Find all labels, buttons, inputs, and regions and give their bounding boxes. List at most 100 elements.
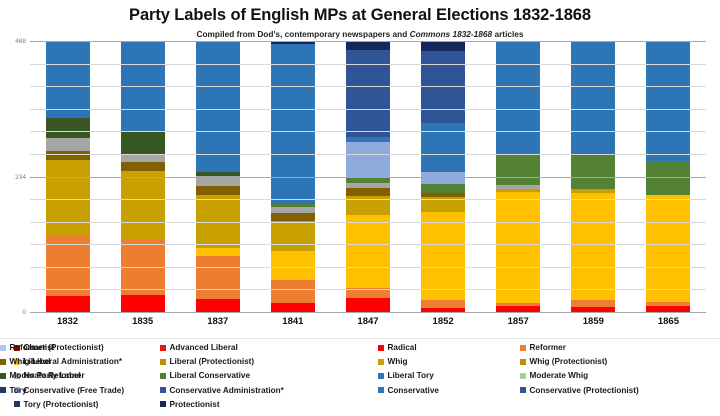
bar-1857[interactable]	[496, 42, 541, 313]
legend-item[interactable]: Liberal Tory	[378, 371, 434, 380]
bar-segment[interactable]	[421, 308, 466, 313]
legend-item[interactable]: Moderate Reformer	[0, 371, 85, 380]
bar-segment[interactable]	[270, 42, 315, 45]
bar-segment[interactable]	[270, 251, 315, 280]
bar-1841[interactable]	[270, 42, 315, 313]
bar-segment[interactable]	[421, 193, 466, 198]
legend-item[interactable]: Chartist	[14, 343, 54, 352]
bar-segment[interactable]	[120, 153, 165, 163]
bar-segment[interactable]	[120, 162, 165, 172]
bar-segment[interactable]	[45, 42, 90, 118]
bar-segment[interactable]	[496, 189, 541, 192]
bar-segment[interactable]	[120, 131, 165, 154]
bar-segment[interactable]	[496, 303, 541, 307]
bar-segment[interactable]	[496, 192, 541, 304]
bar-1832[interactable]	[45, 42, 90, 313]
legend-item[interactable]: Conservative (Protectionist)	[520, 386, 639, 395]
legend-item[interactable]: Tory	[0, 386, 27, 395]
bar-segment[interactable]	[195, 299, 240, 313]
bar-segment[interactable]	[571, 192, 616, 301]
legend-item[interactable]: Moderate Whig	[520, 371, 588, 380]
bar-segment[interactable]	[270, 303, 315, 313]
bar-segment[interactable]	[421, 171, 466, 184]
bar-segment[interactable]	[421, 183, 466, 194]
bar-segment[interactable]	[496, 42, 541, 155]
legend-item[interactable]: Conservative Administration*	[160, 386, 284, 395]
bar-segment[interactable]	[346, 196, 390, 216]
bar-segment[interactable]	[571, 42, 616, 157]
bar-segment[interactable]	[346, 215, 390, 289]
bar-segment[interactable]	[646, 161, 691, 195]
bar-segment[interactable]	[270, 280, 315, 304]
legend-item[interactable]: Whig (Protectionist)	[520, 357, 607, 366]
bar-1837[interactable]	[195, 42, 240, 313]
bar-segment[interactable]	[346, 297, 390, 313]
bar-segment[interactable]	[571, 156, 616, 189]
legend-item[interactable]: Advanced Liberal	[160, 343, 238, 352]
bar-segment[interactable]	[195, 256, 240, 300]
bar-segment[interactable]	[270, 220, 315, 252]
legend-item[interactable]: Whig-Liberal Administration*	[0, 357, 122, 366]
bar-segment[interactable]	[195, 171, 240, 176]
bar-segment[interactable]	[195, 42, 240, 172]
bar-segment[interactable]	[346, 288, 390, 298]
bar-segment[interactable]	[45, 151, 90, 160]
legend-item[interactable]: Tory (Protectionist)	[14, 400, 98, 409]
bar-1835[interactable]	[120, 42, 165, 313]
legend-item[interactable]: Radical	[378, 343, 417, 352]
bar-segment[interactable]	[45, 138, 90, 152]
bar-1852[interactable]	[421, 42, 466, 313]
bar-segment[interactable]	[270, 207, 315, 213]
bar-segment[interactable]	[421, 197, 466, 213]
bar-segment[interactable]	[120, 171, 165, 241]
bar-segment[interactable]	[195, 185, 240, 195]
bar-segment[interactable]	[496, 185, 541, 190]
bar-segment[interactable]	[421, 300, 466, 309]
legend-item[interactable]: Conservative	[378, 386, 439, 395]
bar-segment[interactable]	[496, 154, 541, 186]
legend-item[interactable]: No Party Label	[14, 371, 81, 380]
bar-segment[interactable]	[571, 188, 616, 193]
bar-1865[interactable]	[646, 42, 691, 313]
bar-segment[interactable]	[346, 187, 390, 197]
bar-segment[interactable]	[346, 182, 390, 188]
bar-segment[interactable]	[421, 123, 466, 172]
bar-segment[interactable]	[346, 176, 390, 183]
bar-segment[interactable]	[646, 42, 691, 162]
legend-item[interactable]: Reformer	[520, 343, 566, 352]
legend-item[interactable]: Protectionist	[160, 400, 220, 409]
bar-segment[interactable]	[45, 296, 90, 313]
bar-segment[interactable]	[270, 204, 315, 208]
bar-segment[interactable]	[646, 306, 691, 313]
bar-segment[interactable]	[195, 248, 240, 257]
bar-segment[interactable]	[346, 137, 390, 143]
bar-segment[interactable]	[195, 175, 240, 186]
bar-segment[interactable]	[646, 302, 691, 307]
bar-segment[interactable]	[421, 212, 466, 301]
legend-item[interactable]: Whig	[378, 357, 408, 366]
bar-segment[interactable]	[45, 159, 90, 236]
legend-item[interactable]: Liberal (Protectionist)	[160, 357, 254, 366]
bar-segment[interactable]	[571, 300, 616, 308]
legend-item[interactable]: Liberal Conservative	[160, 371, 250, 380]
bar-group	[30, 42, 706, 313]
legend-item[interactable]: Conservative (Free Trade)	[14, 386, 124, 395]
bar-segment[interactable]	[120, 295, 165, 313]
legend-item[interactable]: Reformer (Protectionist)	[0, 343, 104, 352]
bar-segment[interactable]	[195, 194, 240, 249]
bar-segment[interactable]	[45, 235, 90, 297]
bar-segment[interactable]	[571, 307, 616, 313]
bar-1859[interactable]	[571, 42, 616, 313]
bar-segment[interactable]	[646, 194, 691, 303]
bar-segment[interactable]	[346, 142, 390, 177]
bar-segment[interactable]	[270, 212, 315, 221]
bar-segment[interactable]	[270, 44, 315, 205]
bar-segment[interactable]	[496, 306, 541, 313]
bar-segment[interactable]	[346, 50, 390, 138]
bar-1847[interactable]	[346, 42, 390, 313]
bar-segment[interactable]	[346, 42, 390, 51]
bar-segment[interactable]	[45, 117, 90, 139]
legend-item[interactable]: Liberal	[14, 357, 50, 366]
bar-segment[interactable]	[421, 42, 466, 51]
